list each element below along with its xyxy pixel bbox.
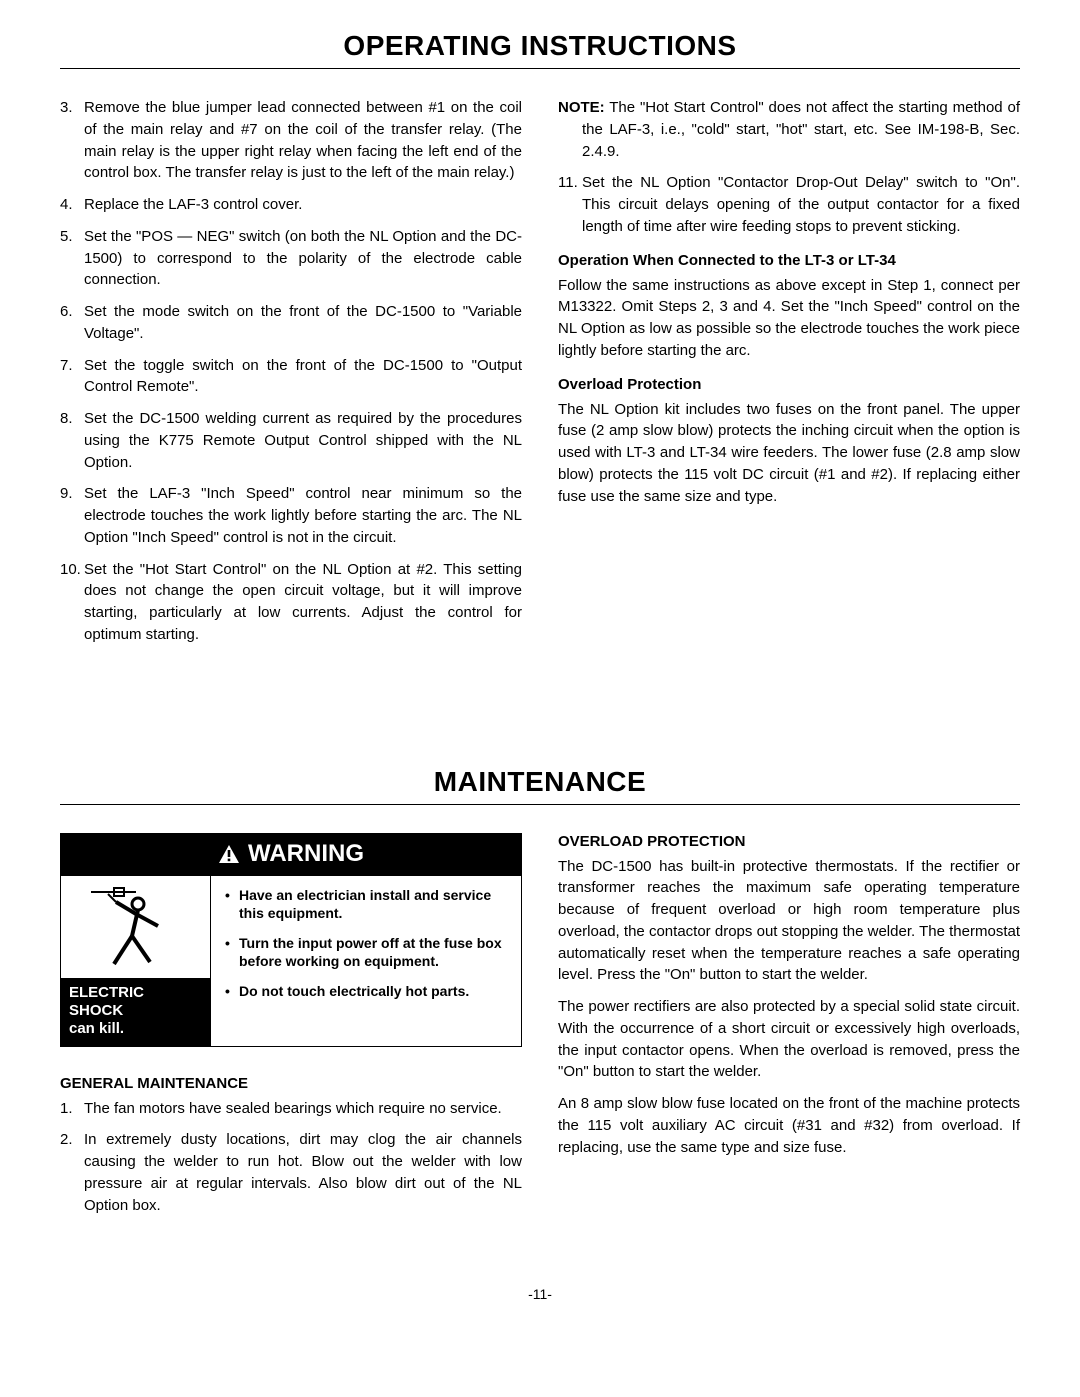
bullet-dot: •: [225, 934, 239, 970]
bullet-dot: •: [225, 982, 239, 1000]
lt-para: Follow the same instructions as above ex…: [558, 275, 1020, 362]
list-item: 4.Replace the LAF-3 control cover.: [60, 194, 522, 216]
section-title-maintenance: MAINTENANCE: [60, 766, 1020, 798]
page-number: -11-: [60, 1286, 1020, 1302]
step-number: 6.: [60, 301, 84, 345]
note-text: The "Hot Start Control" does not affect …: [582, 99, 1020, 160]
step-number: 9.: [60, 483, 84, 548]
step-text: Replace the LAF-3 control cover.: [84, 194, 522, 216]
step-number: 2.: [60, 1129, 84, 1216]
section-title-operating: OPERATING INSTRUCTIONS: [60, 30, 1020, 62]
step-text: Set the mode switch on the front of the …: [84, 301, 522, 345]
warning-header-text: WARNING: [248, 840, 364, 868]
operating-right-col: NOTE: The "Hot Start Control" does not a…: [558, 97, 1020, 656]
warning-header: WARNING: [61, 834, 521, 876]
shock-icon-cell: [61, 876, 210, 978]
step-text: Remove the blue jumper lead connected be…: [84, 97, 522, 184]
note-label: NOTE:: [558, 99, 605, 116]
warning-body: ELECTRIC SHOCK can kill. •Have an electr…: [61, 876, 521, 1046]
step-number: 5.: [60, 226, 84, 291]
step-text: Set the LAF-3 "Inch Speed" control near …: [84, 483, 522, 548]
warning-bullets: •Have an electrician install and service…: [211, 876, 521, 1046]
general-maintenance-heading: GENERAL MAINTENANCE: [60, 1075, 522, 1092]
step-number: 1.: [60, 1098, 84, 1120]
list-item: •Turn the input power off at the fuse bo…: [225, 934, 511, 970]
overload-p3: An 8 amp slow blow fuse located on the f…: [558, 1093, 1020, 1158]
list-item: 9.Set the LAF-3 "Inch Speed" control nea…: [60, 483, 522, 548]
list-item: 8.Set the DC-1500 welding current as req…: [60, 408, 522, 473]
list-item: 11. Set the NL Option "Contactor Drop-Ou…: [558, 172, 1020, 237]
step-number: 3.: [60, 97, 84, 184]
warning-triangle-icon: [218, 844, 240, 864]
overload-para: The NL Option kit includes two fuses on …: [558, 399, 1020, 508]
overload-protection-heading: OVERLOAD PROTECTION: [558, 833, 1020, 850]
warning-left-cell: ELECTRIC SHOCK can kill.: [61, 876, 211, 1046]
step-number: 7.: [60, 355, 84, 399]
electric-shock-icon: [86, 884, 186, 974]
step-text: Set the DC-1500 welding current as requi…: [84, 408, 522, 473]
maintenance-right-col: OVERLOAD PROTECTION The DC-1500 has buil…: [558, 833, 1020, 1227]
warning-caption-line1: ELECTRIC SHOCK: [69, 984, 144, 1019]
step-number: 11.: [558, 172, 582, 237]
step-number: 10.: [60, 559, 84, 646]
general-maintenance-steps: 1.The fan motors have sealed bearings wh…: [60, 1098, 522, 1217]
step-text: In extremely dusty locations, dirt may c…: [84, 1129, 522, 1216]
lt-heading: Operation When Connected to the LT-3 or …: [558, 252, 1020, 269]
note-para: NOTE: The "Hot Start Control" does not a…: [558, 97, 1020, 162]
operating-left-col: 3.Remove the blue jumper lead connected …: [60, 97, 522, 656]
step-number: 4.: [60, 194, 84, 216]
overload-p2: The power rectifiers are also protected …: [558, 996, 1020, 1083]
warning-caption: ELECTRIC SHOCK can kill.: [61, 978, 210, 1046]
list-item: 10.Set the "Hot Start Control" on the NL…: [60, 559, 522, 646]
operating-columns: 3.Remove the blue jumper lead connected …: [60, 97, 1020, 656]
step-text: Set the toggle switch on the front of th…: [84, 355, 522, 399]
maintenance-columns: WARNING: [60, 833, 1020, 1227]
bullet-dot: •: [225, 886, 239, 922]
step-number: 8.: [60, 408, 84, 473]
step-text: Set the "POS — NEG" switch (on both the …: [84, 226, 522, 291]
step-11-list: 11. Set the NL Option "Contactor Drop-Ou…: [558, 172, 1020, 237]
list-item: 2.In extremely dusty locations, dirt may…: [60, 1129, 522, 1216]
divider: [60, 804, 1020, 805]
warning-box: WARNING: [60, 833, 522, 1047]
list-item: 7.Set the toggle switch on the front of …: [60, 355, 522, 399]
list-item: 1.The fan motors have sealed bearings wh…: [60, 1098, 522, 1120]
overload-p1: The DC-1500 has built-in protective ther…: [558, 856, 1020, 987]
list-item: 3.Remove the blue jumper lead connected …: [60, 97, 522, 184]
overload-heading: Overload Protection: [558, 376, 1020, 393]
bullet-text: Turn the input power off at the fuse box…: [239, 934, 511, 970]
warning-caption-line2: can kill.: [69, 1020, 124, 1037]
bullet-text: Do not touch electrically hot parts.: [239, 982, 511, 1000]
step-text: Set the NL Option "Contactor Drop-Out De…: [582, 172, 1020, 237]
step-text: The fan motors have sealed bearings whic…: [84, 1098, 522, 1120]
list-item: •Do not touch electrically hot parts.: [225, 982, 511, 1000]
maintenance-left-col: WARNING: [60, 833, 522, 1227]
list-item: •Have an electrician install and service…: [225, 886, 511, 922]
list-item: 5.Set the "POS — NEG" switch (on both th…: [60, 226, 522, 291]
divider: [60, 68, 1020, 69]
list-item: 6.Set the mode switch on the front of th…: [60, 301, 522, 345]
operating-steps-left: 3.Remove the blue jumper lead connected …: [60, 97, 522, 646]
step-text: Set the "Hot Start Control" on the NL Op…: [84, 559, 522, 646]
bullet-text: Have an electrician install and service …: [239, 886, 511, 922]
